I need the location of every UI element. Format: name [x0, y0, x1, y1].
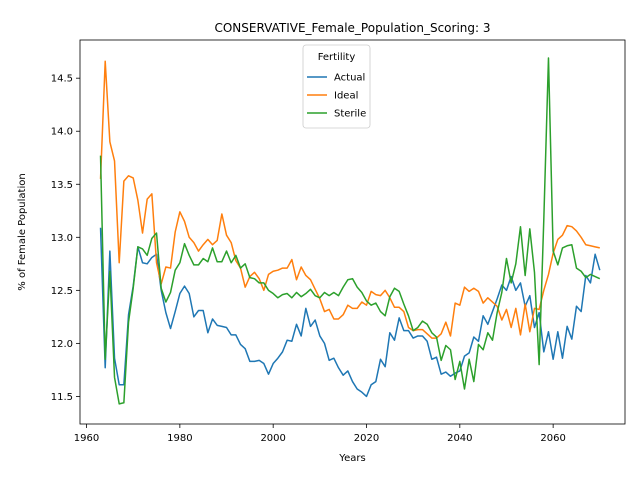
y-tick-label: 14.0	[51, 127, 73, 138]
y-axis: 11.5 12.0 12.5 13.0 13.5 14.0 14.5	[51, 74, 80, 403]
legend-label-actual: Actual	[334, 73, 365, 84]
series-layer	[99, 57, 601, 405]
x-tick-label: 2040	[447, 433, 472, 444]
series-line-ideal	[99, 60, 600, 339]
x-tick-label: 1980	[167, 433, 192, 444]
legend-label-ideal: Ideal	[334, 91, 358, 102]
x-tick-label: 2060	[540, 433, 565, 444]
y-tick-label: 14.5	[51, 74, 73, 85]
y-tick-label: 13.0	[51, 233, 73, 244]
legend-label-sterile: Sterile	[334, 109, 366, 120]
x-tick-label: 2000	[260, 433, 285, 444]
y-tick-label: 13.5	[51, 180, 73, 191]
x-tick-label: 1960	[74, 433, 99, 444]
legend-box	[302, 44, 371, 129]
y-tick-label: 12.0	[51, 339, 73, 350]
legend: Fertility Actual Ideal Sterile	[302, 44, 371, 129]
x-tick-label: 2020	[354, 433, 379, 444]
y-tick-label: 11.5	[51, 392, 73, 403]
series-line-actual	[99, 227, 601, 398]
x-axis: 1960 1980 2000 2020 2040 2060	[74, 424, 566, 444]
plot-frame	[79, 39, 626, 425]
chart-title: CONSERVATIVE_Female_Population_Scoring: …	[214, 21, 490, 35]
x-axis-label: Years	[338, 453, 365, 464]
y-tick-label: 12.5	[51, 286, 73, 297]
series-line-sterile	[99, 57, 601, 405]
legend-title: Fertility	[318, 52, 356, 63]
y-axis-label: % of Female Population	[17, 173, 28, 290]
